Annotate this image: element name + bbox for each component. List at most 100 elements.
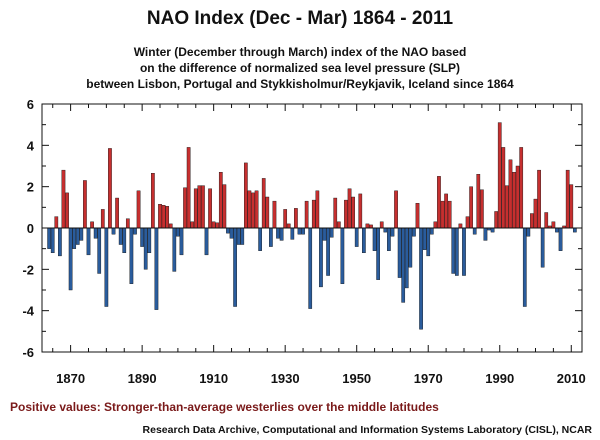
x-tick-label: 1870 bbox=[56, 371, 85, 386]
bar-1966 bbox=[412, 227, 416, 237]
bar-1929 bbox=[279, 227, 284, 241]
bar-1984 bbox=[476, 174, 481, 229]
bar-1937 bbox=[308, 227, 313, 309]
bar-1975 bbox=[444, 193, 448, 229]
bar-1931 bbox=[286, 223, 291, 229]
bar-1865 bbox=[50, 227, 55, 253]
bar-1894 bbox=[154, 227, 159, 310]
bar-1986 bbox=[483, 227, 488, 241]
bar-1968 bbox=[419, 227, 423, 330]
bar-2005 bbox=[551, 221, 556, 229]
bar-series bbox=[47, 122, 577, 330]
bar-1946 bbox=[340, 227, 345, 284]
bar-1907 bbox=[201, 185, 205, 229]
bar-1998 bbox=[526, 227, 531, 237]
data-source-credit: Research Data Archive, Computational and… bbox=[142, 424, 592, 436]
bar-1995 bbox=[515, 165, 520, 229]
bar-1886 bbox=[125, 218, 130, 229]
bar-1932 bbox=[290, 227, 295, 240]
bar-1904 bbox=[190, 221, 195, 229]
bar-1958 bbox=[383, 227, 388, 233]
bar-2003 bbox=[544, 212, 549, 229]
y-tick-label: 0 bbox=[27, 221, 34, 236]
bar-1994 bbox=[512, 171, 516, 229]
bar-1881 bbox=[108, 148, 112, 229]
bar-1884 bbox=[118, 227, 123, 245]
subtitle-line-1: Winter (December through March) index of… bbox=[133, 45, 467, 59]
y-tick-label: 4 bbox=[27, 138, 35, 153]
y-tick-label: -6 bbox=[22, 345, 34, 360]
bar-1893 bbox=[151, 173, 155, 229]
bar-1970 bbox=[426, 227, 431, 257]
bar-1985 bbox=[480, 189, 484, 229]
bar-1977 bbox=[451, 227, 456, 274]
bar-1971 bbox=[429, 227, 434, 235]
bar-1882 bbox=[111, 227, 116, 235]
bar-1916 bbox=[233, 227, 237, 307]
bar-1935 bbox=[301, 227, 305, 235]
bar-2000 bbox=[533, 198, 538, 229]
bar-1969 bbox=[422, 227, 427, 250]
bar-1953 bbox=[365, 223, 370, 229]
bar-1993 bbox=[508, 159, 513, 229]
bar-1874 bbox=[83, 180, 87, 229]
bar-1872 bbox=[75, 227, 80, 245]
bar-1871 bbox=[72, 227, 77, 249]
bar-1909 bbox=[208, 188, 212, 229]
bar-1961 bbox=[394, 190, 398, 229]
positive-values-note: Positive values: Stronger-than-average w… bbox=[10, 400, 439, 414]
bar-1920 bbox=[247, 190, 252, 229]
subtitle-line-2: on the difference of normalized sea leve… bbox=[139, 61, 461, 75]
bar-1895 bbox=[158, 204, 162, 229]
bar-1879 bbox=[100, 209, 105, 229]
bar-1883 bbox=[115, 197, 119, 229]
bar-1876 bbox=[90, 221, 94, 229]
x-tick-label: 1890 bbox=[128, 371, 157, 386]
bar-1959 bbox=[387, 227, 391, 251]
bar-1873 bbox=[79, 227, 84, 241]
bar-1992 bbox=[505, 185, 509, 229]
bar-1905 bbox=[193, 188, 198, 229]
bar-1921 bbox=[251, 192, 255, 229]
x-tick-label: 1930 bbox=[271, 371, 300, 386]
bar-1930 bbox=[283, 209, 288, 229]
bar-1991 bbox=[501, 147, 506, 229]
bar-1982 bbox=[469, 186, 473, 229]
bar-1900 bbox=[176, 227, 180, 237]
bar-1947 bbox=[344, 199, 348, 229]
bar-1939 bbox=[315, 190, 320, 229]
chart-subtitle: Winter (December through March) index of… bbox=[0, 44, 600, 92]
bar-1913 bbox=[222, 184, 227, 229]
bar-1906 bbox=[197, 185, 202, 229]
bar-1914 bbox=[226, 227, 230, 234]
bar-1923 bbox=[258, 227, 262, 251]
bar-1940 bbox=[319, 227, 323, 288]
bar-2010 bbox=[569, 184, 574, 229]
bar-1941 bbox=[322, 227, 327, 241]
bar-1902 bbox=[183, 187, 187, 229]
bar-1867 bbox=[58, 227, 62, 257]
bar-1960 bbox=[390, 227, 395, 237]
bar-1898 bbox=[168, 223, 173, 229]
x-tick-label: 1970 bbox=[414, 371, 443, 386]
bar-1891 bbox=[143, 227, 148, 270]
bar-2011 bbox=[573, 227, 577, 233]
bar-1988 bbox=[490, 227, 495, 233]
bar-1945 bbox=[336, 221, 341, 229]
bar-1880 bbox=[104, 227, 109, 307]
bar-1903 bbox=[186, 147, 191, 229]
bar-1944 bbox=[333, 197, 338, 229]
bar-1896 bbox=[161, 205, 166, 229]
bar-1950 bbox=[354, 227, 359, 247]
bar-1918 bbox=[240, 227, 245, 245]
x-axis: 1870 1890 1910 1930 1950 1970 1990 2010 bbox=[52, 104, 586, 386]
bar-1919 bbox=[243, 162, 248, 229]
y-tick-label: -2 bbox=[22, 262, 34, 277]
bar-1910 bbox=[211, 221, 216, 229]
bar-1990 bbox=[497, 122, 502, 229]
bar-1938 bbox=[311, 199, 316, 229]
y-tick-label: 6 bbox=[27, 97, 34, 112]
x-tick-label: 1950 bbox=[342, 371, 371, 386]
bar-1889 bbox=[136, 190, 141, 229]
bar-1878 bbox=[97, 227, 102, 274]
